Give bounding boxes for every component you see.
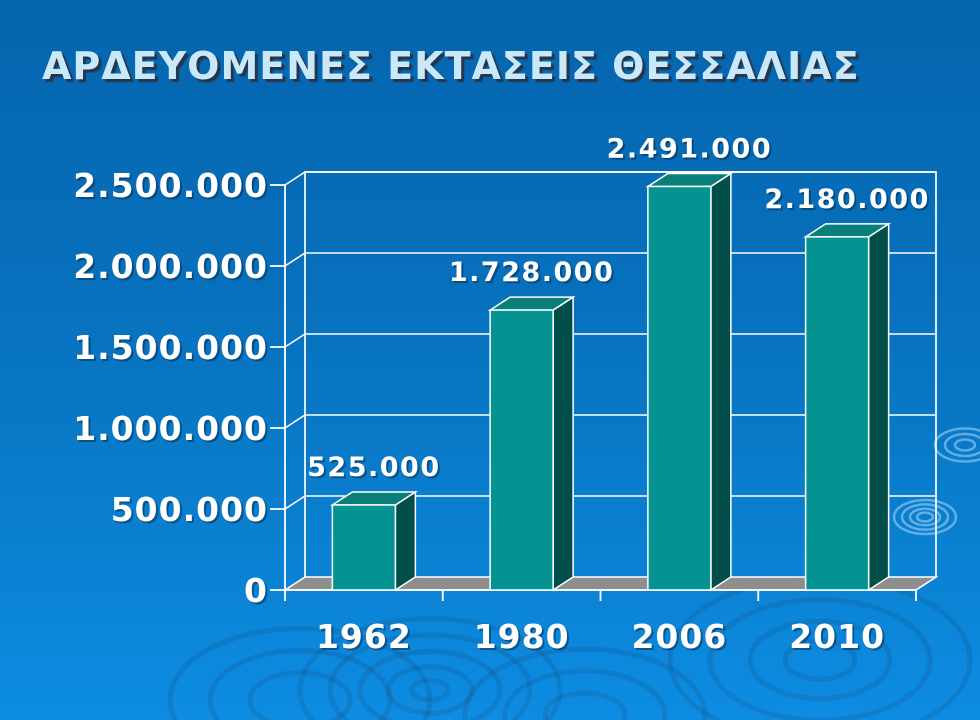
bar-1962 — [331, 504, 397, 591]
value-label-2010-shadow: 2.180.000 — [766, 186, 932, 217]
x-tick-label-2006-shadow: 2006 — [633, 619, 729, 658]
y-tick-label-4-shadow: 2.000.000 — [75, 249, 270, 288]
bar-1980 — [489, 309, 554, 591]
y-tick-label-1-shadow: 500.000 — [113, 492, 270, 531]
slide-title: ΑΡΔΕΥΟΜΕΝΕΣ ΕΚΤΑΣΕΙΣ ΘΕΣΣΑΛΙΑΣ — [42, 44, 860, 88]
bar-side-1962 — [394, 490, 417, 592]
water-ripple-icon — [357, 649, 503, 720]
value-label-2006: 2.491.000 — [607, 133, 773, 164]
water-ripple-icon — [502, 668, 668, 720]
x-tick-label-1980-shadow: 1980 — [476, 619, 572, 658]
value-label-1962: 525.000 — [307, 452, 440, 483]
x-tick-label-2006: 2006 — [631, 617, 727, 656]
y-tick-label-3: 1.500.000 — [73, 328, 268, 367]
water-ripple-icon — [247, 670, 353, 720]
x-tick-label-1980: 1980 — [474, 617, 570, 656]
gridline-depth-connector — [284, 171, 306, 186]
bar-side-1980 — [552, 295, 574, 592]
water-ripple-icon — [385, 664, 475, 716]
y-tick-label-3-shadow: 1.500.000 — [75, 330, 270, 369]
value-label-2010: 2.180.000 — [764, 184, 930, 215]
bar-side-2006 — [710, 172, 732, 592]
y-tick-label-2: 1.000.000 — [73, 409, 268, 448]
water-ripple-icon — [707, 597, 933, 720]
water-ripple-icon — [747, 619, 893, 701]
bar-side-2010 — [867, 222, 890, 592]
gridline-depth-connector — [284, 252, 306, 267]
value-label-1980-shadow: 1.728.000 — [451, 259, 617, 290]
value-label-2006-shadow: 2.491.000 — [609, 135, 775, 166]
water-ripple-icon — [207, 648, 393, 720]
value-label-1980: 1.728.000 — [449, 257, 615, 288]
x-tick-label-1962-shadow: 1962 — [318, 619, 414, 658]
water-ripple-icon — [915, 511, 935, 523]
y-tick-label-1: 500.000 — [111, 490, 268, 529]
water-ripple-icon — [542, 690, 628, 720]
water-ripple-icon — [933, 427, 980, 463]
x-tick-label-1962: 1962 — [316, 617, 412, 656]
water-ripple-icon — [908, 507, 942, 527]
gridline-depth-connector — [284, 414, 306, 429]
bar-2010 — [804, 236, 870, 591]
water-ripple-icon — [327, 632, 533, 720]
water-ripple-icon — [167, 626, 433, 720]
water-ripple-icon — [782, 638, 858, 682]
x-tick-label-2010: 2010 — [789, 617, 885, 656]
water-ripple-icon — [409, 677, 451, 703]
value-label-1962-shadow: 525.000 — [309, 454, 442, 485]
y-tick-label-2-shadow: 1.000.000 — [75, 411, 270, 450]
y-tick-label-0-shadow: 0 — [246, 573, 270, 612]
water-ripple-icon — [900, 503, 950, 531]
y-tick-label-0: 0 — [244, 571, 268, 610]
bar-2006 — [647, 185, 712, 591]
water-ripple-icon — [943, 432, 980, 458]
gridline-depth-connector — [284, 495, 306, 510]
y-tick-label-5: 2.500.000 — [73, 166, 268, 205]
water-ripple-icon — [953, 438, 977, 452]
x-tick-label-2010-shadow: 2010 — [791, 619, 887, 658]
y-tick-label-4: 2.000.000 — [73, 247, 268, 286]
water-ripple-icon — [297, 616, 563, 720]
water-ripple-icon — [892, 498, 958, 536]
water-ripple-icon — [462, 646, 708, 720]
y-tick-label-5-shadow: 2.500.000 — [75, 168, 270, 207]
gridline-depth-connector — [284, 333, 306, 348]
